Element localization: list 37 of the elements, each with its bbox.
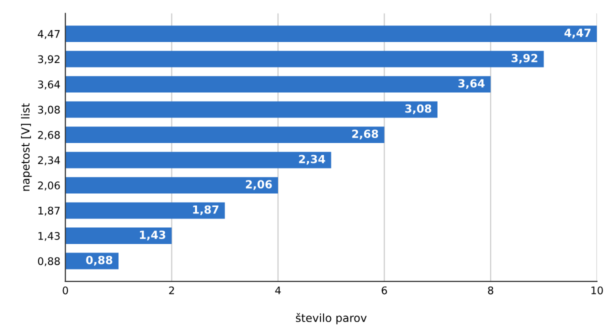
y-tick-label: 4,47 [38,30,60,39]
annotation: 4,47 [564,28,591,38]
y-tick-label: 3,64 [38,80,60,90]
y-tick-label: 3,92 [38,55,60,64]
y-tick-label: 0,88 [38,257,60,266]
annotation: 1,43 [140,230,166,240]
bar [65,228,172,244]
y-tick-label: 2,06 [38,181,60,190]
y-tick-label: 1,43 [38,232,60,241]
y-tick-label: 2,68 [38,131,60,140]
x-tick-label: 8 [488,286,494,294]
bar [65,177,278,194]
bar [65,26,597,42]
bar [65,50,544,68]
annotation: 3,64 [458,79,485,89]
annotation: 3,92 [512,54,538,64]
annotation: 2,34 [299,154,326,165]
y-tick-label: 2,34 [38,156,60,166]
bar [65,202,225,219]
x-tick-label: 10 [591,286,603,294]
bar [65,126,384,143]
bar [65,101,438,118]
x-tick-label: 4 [275,286,281,294]
bar [65,76,491,92]
x-tick-label: 6 [382,286,387,294]
x-tick-label: 2 [169,286,174,294]
annotation: 2,06 [246,180,272,190]
annotation: 3,08 [405,104,432,114]
x-axis-title: število parov [296,313,367,324]
y-tick-label: 1,87 [38,206,60,216]
annotation: 0,88 [86,256,112,266]
annotation: 1,87 [193,205,218,216]
y-tick-label: 3,08 [38,106,60,115]
annotation: 2,68 [352,130,378,140]
y-axis-title: napetost [V] list [21,103,32,191]
x-tick-label: 0 [62,286,68,294]
bar [65,152,332,168]
